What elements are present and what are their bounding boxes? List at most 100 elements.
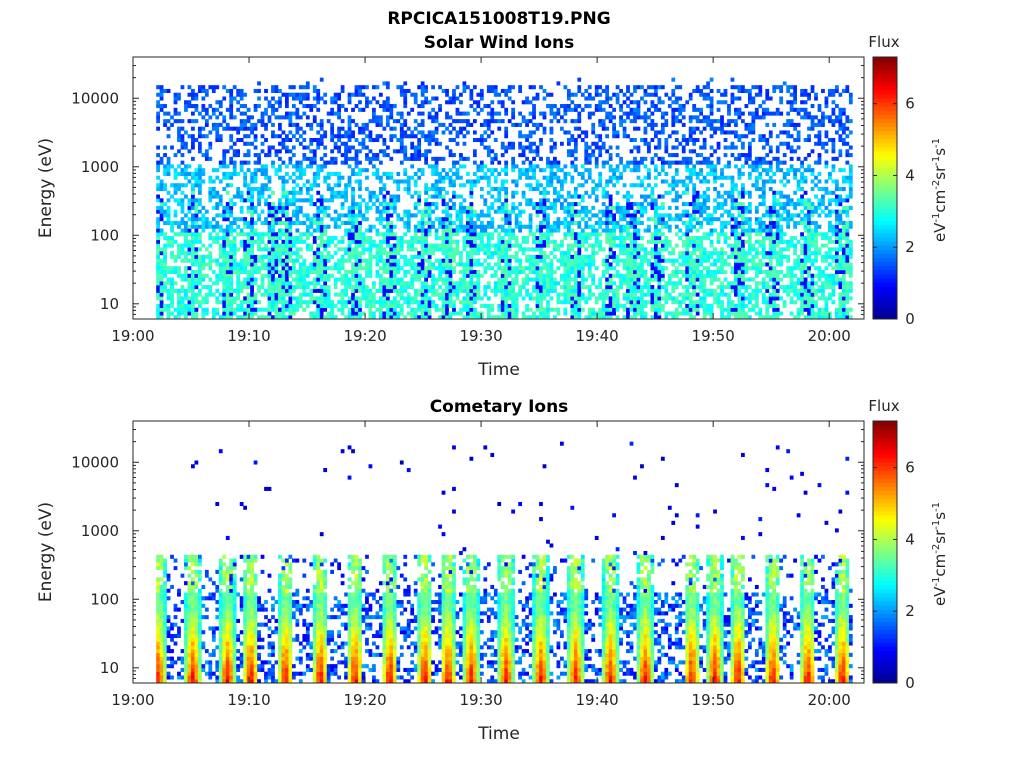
heatmap-cell — [591, 228, 596, 233]
heatmap-cell — [354, 217, 359, 222]
heatmap-cell — [177, 198, 181, 203]
heatmap-cell — [347, 213, 352, 218]
heatmap-cell — [368, 247, 373, 252]
heatmap-cell — [375, 254, 380, 259]
heatmap-cell — [180, 168, 185, 173]
heatmap-cell — [560, 254, 564, 259]
heatmap-cell — [493, 273, 498, 278]
heatmap-cell — [573, 300, 578, 305]
heatmap-cell — [417, 194, 422, 199]
heatmap-cell — [629, 232, 634, 237]
heatmap-cell — [566, 269, 571, 275]
heatmap-cell — [608, 307, 613, 312]
heatmap-cell — [546, 190, 550, 195]
heatmap-cell — [382, 239, 387, 244]
heatmap-cell — [187, 247, 192, 252]
heatmap-cell — [159, 292, 164, 297]
heatmap-cell — [184, 171, 188, 176]
heatmap-cell — [232, 153, 237, 158]
heatmap-cell — [553, 254, 557, 259]
heatmap-cell — [333, 277, 338, 282]
heatmap-cell — [615, 220, 620, 226]
heatmap-cell — [479, 194, 484, 199]
heatmap-cell — [354, 205, 359, 210]
heatmap-cell — [650, 266, 655, 271]
heatmap-cell — [566, 228, 571, 233]
heatmap-cell — [500, 258, 505, 263]
heatmap-cell — [594, 285, 599, 290]
heatmap-cell — [619, 119, 623, 124]
heatmap-cell — [566, 273, 571, 278]
heatmap-cell — [584, 190, 589, 195]
heatmap-cell — [427, 209, 432, 214]
heatmap-cell — [378, 232, 383, 237]
heatmap-cell — [156, 115, 160, 120]
heatmap-cell — [448, 130, 453, 135]
heatmap-cell — [566, 296, 571, 301]
heatmap-cell — [156, 296, 160, 301]
heatmap-cell — [511, 292, 516, 297]
heatmap-cell — [396, 171, 401, 176]
heatmap-cell — [587, 254, 592, 259]
heatmap-cell — [483, 164, 488, 169]
heatmap-cell — [591, 292, 596, 297]
heatmap-cell — [326, 254, 331, 259]
heatmap-cell — [504, 251, 509, 256]
heatmap-cell — [507, 258, 512, 263]
heatmap-cell — [246, 183, 251, 188]
heatmap-cell — [396, 288, 401, 293]
heatmap-cell — [615, 224, 620, 229]
heatmap-cell — [222, 126, 227, 131]
heatmap-cell — [566, 258, 571, 263]
heatmap-cell — [246, 277, 251, 282]
heatmap-cell — [232, 254, 237, 259]
heatmap-cell — [535, 145, 540, 150]
heatmap-cell — [274, 307, 279, 312]
heatmap-cell — [448, 96, 453, 101]
heatmap-cell — [347, 315, 352, 320]
heatmap-cell — [511, 281, 516, 286]
heatmap-cell — [420, 236, 425, 241]
heatmap-cell — [246, 187, 251, 192]
heatmap-cell — [358, 88, 362, 94]
heatmap-cell — [211, 258, 216, 263]
heatmap-cell — [476, 92, 481, 97]
heatmap-cell — [500, 88, 505, 94]
heatmap-cell — [542, 168, 547, 173]
heatmap-cell — [563, 164, 568, 169]
heatmap-cell — [591, 258, 596, 263]
heatmap-cell — [497, 315, 502, 320]
heatmap-cell — [445, 262, 449, 267]
heatmap-cell — [511, 190, 516, 195]
heatmap-cell — [563, 220, 568, 226]
heatmap-cell — [601, 126, 606, 131]
heatmap-cell — [218, 179, 223, 184]
heatmap-cell — [580, 137, 585, 143]
heatmap-cell — [375, 243, 380, 248]
heatmap-cell — [354, 164, 359, 169]
heatmap-cell — [197, 236, 202, 241]
heatmap-cell — [605, 285, 610, 290]
heatmap-cell — [260, 262, 265, 267]
heatmap-cell — [392, 236, 397, 241]
heatmap-cell — [285, 285, 289, 290]
heatmap-cell — [243, 269, 248, 275]
heatmap-cell — [365, 153, 369, 158]
heatmap-cell — [466, 122, 470, 127]
heatmap-cell — [500, 224, 505, 229]
heatmap-cell — [500, 202, 505, 207]
heatmap-cell — [612, 300, 616, 305]
heatmap-cell — [452, 100, 456, 105]
heatmap-cell — [612, 168, 616, 173]
heatmap-cell — [187, 179, 192, 184]
heatmap-cell — [626, 194, 630, 199]
heatmap-cell — [156, 100, 160, 105]
heatmap-cell — [466, 315, 470, 320]
heatmap-cell — [528, 292, 533, 297]
heatmap-cell — [511, 277, 516, 282]
heatmap-cell — [640, 243, 644, 248]
heatmap-cell — [497, 262, 502, 267]
heatmap-cell — [323, 179, 328, 184]
heatmap-cell — [438, 307, 442, 312]
heatmap-cell — [466, 285, 470, 290]
